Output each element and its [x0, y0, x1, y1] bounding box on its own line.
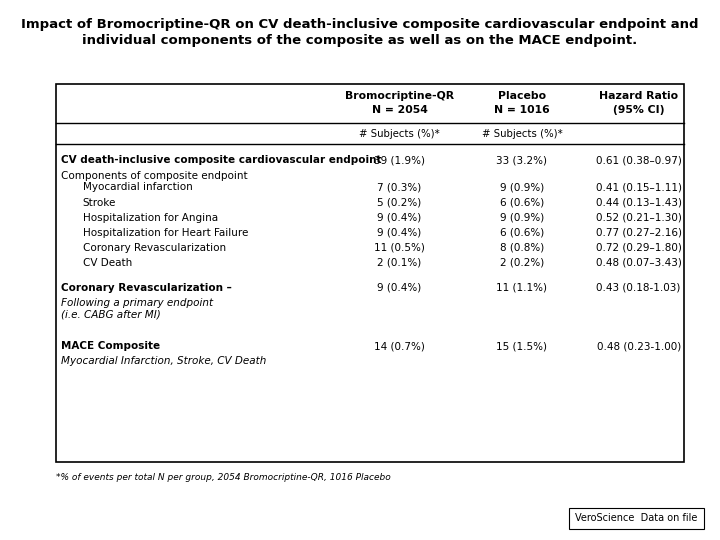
- Text: Hazard Ratio: Hazard Ratio: [599, 91, 678, 100]
- Text: 9 (0.4%): 9 (0.4%): [377, 228, 422, 238]
- Text: 11 (0.5%): 11 (0.5%): [374, 243, 425, 253]
- Text: 7 (0.3%): 7 (0.3%): [377, 183, 422, 192]
- Text: 0.48 (0.23-1.00): 0.48 (0.23-1.00): [596, 341, 681, 351]
- Text: *% of events per total N per group, 2054 Bromocriptine-QR, 1016 Placebo: *% of events per total N per group, 2054…: [56, 472, 391, 482]
- Text: (95% CI): (95% CI): [613, 105, 665, 114]
- Text: 2 (0.1%): 2 (0.1%): [377, 258, 422, 268]
- Text: Hospitalization for Angina: Hospitalization for Angina: [83, 213, 218, 222]
- Text: 9 (0.4%): 9 (0.4%): [377, 283, 422, 293]
- Text: Stroke: Stroke: [83, 198, 116, 207]
- Text: Myocardial infarction: Myocardial infarction: [83, 183, 192, 192]
- Text: 0.52 (0.21–1.30): 0.52 (0.21–1.30): [595, 213, 682, 222]
- Text: 11 (1.1%): 11 (1.1%): [497, 283, 547, 293]
- Text: 39 (1.9%): 39 (1.9%): [374, 156, 425, 165]
- Text: 15 (1.5%): 15 (1.5%): [497, 341, 547, 351]
- Text: N = 2054: N = 2054: [372, 105, 428, 114]
- Text: 6 (0.6%): 6 (0.6%): [500, 198, 544, 207]
- Bar: [56, 84, 684, 462]
- Text: 0.61 (0.38–0.97): 0.61 (0.38–0.97): [595, 156, 682, 165]
- Text: Following a primary endpoint: Following a primary endpoint: [61, 298, 213, 308]
- Text: 33 (3.2%): 33 (3.2%): [497, 156, 547, 165]
- Text: # Subjects (%)*: # Subjects (%)*: [359, 130, 440, 139]
- Text: 2 (0.2%): 2 (0.2%): [500, 258, 544, 268]
- Text: 0.48 (0.07–3.43): 0.48 (0.07–3.43): [595, 258, 682, 268]
- Text: (i.e. CABG after MI): (i.e. CABG after MI): [61, 310, 161, 320]
- Text: 5 (0.2%): 5 (0.2%): [377, 198, 422, 207]
- Text: 8 (0.8%): 8 (0.8%): [500, 243, 544, 253]
- Text: Myocardial Infarction, Stroke, CV Death: Myocardial Infarction, Stroke, CV Death: [61, 356, 266, 366]
- Text: # Subjects (%)*: # Subjects (%)*: [482, 130, 562, 139]
- Text: 14 (0.7%): 14 (0.7%): [374, 341, 425, 351]
- Text: Impact of Bromocriptine-QR on CV death-inclusive composite cardiovascular endpoi: Impact of Bromocriptine-QR on CV death-i…: [22, 18, 698, 31]
- Text: N = 1016: N = 1016: [494, 105, 550, 114]
- Text: 0.44 (0.13–1.43): 0.44 (0.13–1.43): [595, 198, 682, 207]
- Bar: [569, 508, 704, 529]
- Text: individual components of the composite as well as on the MACE endpoint.: individual components of the composite a…: [82, 34, 638, 47]
- Text: 0.72 (0.29–1.80): 0.72 (0.29–1.80): [595, 243, 682, 253]
- Text: CV Death: CV Death: [83, 258, 132, 268]
- Text: 0.41 (0.15–1.11): 0.41 (0.15–1.11): [595, 183, 682, 192]
- Text: Coronary Revascularization: Coronary Revascularization: [83, 243, 226, 253]
- Text: Bromocriptine-QR: Bromocriptine-QR: [345, 91, 454, 100]
- Text: 9 (0.4%): 9 (0.4%): [377, 213, 422, 222]
- Text: 0.43 (0.18-1.03): 0.43 (0.18-1.03): [596, 283, 681, 293]
- Text: Components of composite endpoint: Components of composite endpoint: [61, 171, 248, 180]
- Text: 6 (0.6%): 6 (0.6%): [500, 228, 544, 238]
- Text: 0.77 (0.27–2.16): 0.77 (0.27–2.16): [595, 228, 682, 238]
- Text: 9 (0.9%): 9 (0.9%): [500, 213, 544, 222]
- Text: Coronary Revascularization –: Coronary Revascularization –: [61, 283, 232, 293]
- Text: 9 (0.9%): 9 (0.9%): [500, 183, 544, 192]
- Text: VeroScience  Data on file: VeroScience Data on file: [575, 514, 698, 523]
- Text: Placebo: Placebo: [498, 91, 546, 100]
- Text: Hospitalization for Heart Failure: Hospitalization for Heart Failure: [83, 228, 248, 238]
- Text: CV death-inclusive composite cardiovascular endpoint: CV death-inclusive composite cardiovascu…: [61, 156, 382, 165]
- Text: MACE Composite: MACE Composite: [61, 341, 161, 351]
